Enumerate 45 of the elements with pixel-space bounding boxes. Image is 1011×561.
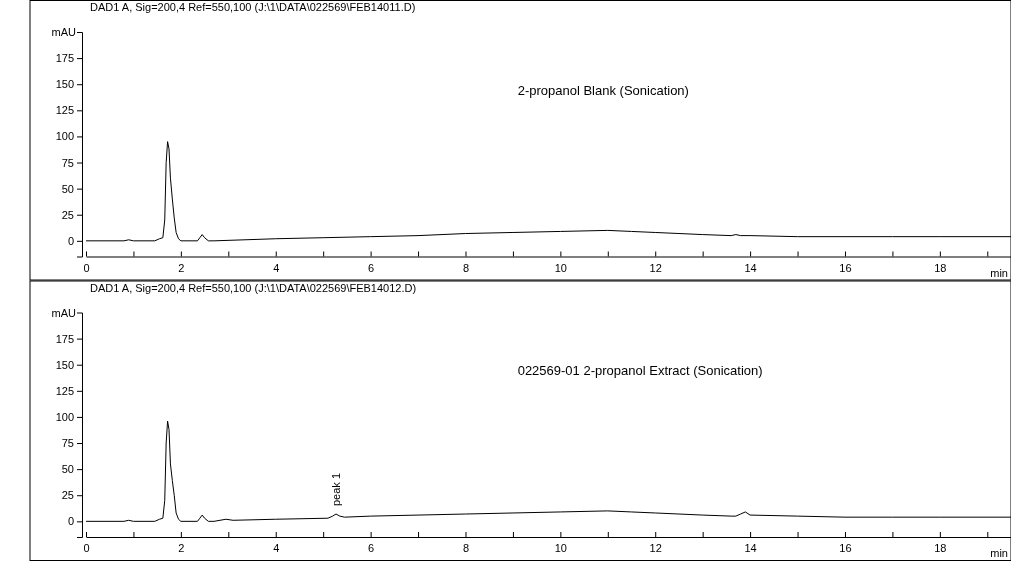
x-tick-label: 16	[839, 542, 852, 555]
y-axis-title: mAU	[51, 306, 77, 319]
x-tick-label: 6	[368, 261, 375, 274]
y-tick-label: 0	[67, 515, 74, 528]
x-tick-label: 18	[934, 542, 947, 555]
x-tick-label: 16	[839, 261, 852, 274]
y-tick-label: 125	[55, 384, 74, 397]
annotation: peak 1	[329, 473, 342, 507]
y-tick-label: 150	[55, 78, 74, 91]
x-axis-title: min	[990, 547, 1008, 559]
x-tick-label: 10	[554, 261, 567, 274]
x-tick-label: 18	[934, 261, 947, 274]
y-tick-label: 175	[55, 332, 74, 345]
y-tick-label: 0	[67, 234, 74, 247]
y-tick-label: 75	[61, 156, 74, 169]
x-tick-label: 12	[649, 261, 662, 274]
x-tick-label: 0	[83, 542, 90, 555]
y-tick-label: 50	[61, 182, 74, 195]
x-tick-label: 2	[178, 261, 185, 274]
x-tick-label: 4	[273, 542, 280, 555]
x-axis-title: min	[990, 266, 1008, 279]
y-tick-label: 175	[55, 52, 74, 65]
text: 2-propanol Blank (Sonication)	[517, 82, 689, 98]
chart-title: DAD1 A, Sig=200,4 Ref=550,100 (J:\1\DATA\022569\FEB14012.D)	[90, 281, 417, 294]
x-tick-label: 8	[462, 542, 470, 555]
x-tick-label: 6	[368, 542, 375, 555]
y-tick-label: 25	[61, 489, 74, 502]
y-axis-title: mAU	[51, 26, 77, 38]
x-tick-label: 8	[462, 261, 470, 274]
x-tick-label: 14	[744, 261, 757, 274]
x-tick-label: 12	[649, 542, 662, 555]
y-tick-label: 100	[55, 130, 74, 143]
y-tick-label: 25	[61, 208, 74, 221]
x-tick-label: 10	[554, 542, 567, 555]
x-tick-label: 2	[178, 542, 185, 555]
x-tick-label: 14	[744, 542, 757, 555]
chart-title: DAD1 A, Sig=200,4 Ref=550,100 (J:\1\DATA\022569\FEB14011.D)	[90, 1, 416, 13]
y-tick-label: 125	[55, 104, 74, 117]
x-tick-label: 4	[273, 261, 280, 274]
y-tick-label: 50	[61, 463, 74, 476]
y-tick-label: 75	[61, 437, 74, 450]
x-tick-label: 0	[83, 261, 90, 274]
text: 022569-01 2-propanol Extract (Sonication)	[517, 363, 763, 379]
y-tick-label: 150	[55, 358, 74, 371]
y-tick-label: 100	[55, 410, 74, 423]
